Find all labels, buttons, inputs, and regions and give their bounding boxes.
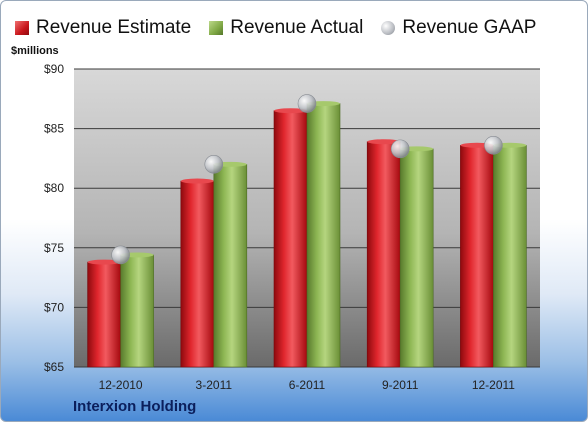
x-tick-label: 12-2010 bbox=[99, 378, 143, 392]
marker-revenue-gaap bbox=[484, 135, 503, 155]
legend-item-estimate: Revenue Estimate bbox=[15, 17, 191, 39]
legend-item-actual: Revenue Actual bbox=[209, 17, 363, 39]
bar-revenue-actual bbox=[120, 254, 154, 368]
bar-revenue-estimate bbox=[366, 141, 401, 368]
marker-revenue-gaap bbox=[111, 245, 130, 265]
bar-revenue-estimate bbox=[87, 261, 121, 368]
legend: Revenue Estimate Revenue Actual Revenue … bbox=[15, 17, 554, 39]
x-tick-label: 6-2011 bbox=[289, 378, 326, 392]
bar-revenue-estimate-cap bbox=[87, 259, 121, 265]
bar-revenue-actual bbox=[213, 164, 248, 368]
marker-revenue-gaap bbox=[390, 139, 410, 159]
bar-revenue-estimate-cap bbox=[274, 108, 307, 114]
y-tick-label: $65 bbox=[44, 360, 64, 374]
bar-revenue-estimate-cap bbox=[180, 178, 214, 184]
legend-label-gaap: Revenue GAAP bbox=[402, 17, 537, 38]
legend-item-gaap: Revenue GAAP bbox=[381, 17, 536, 39]
legend-swatch-actual bbox=[209, 21, 224, 35]
legend-swatch-gaap bbox=[381, 21, 396, 35]
bar-revenue-estimate-cap bbox=[367, 139, 401, 145]
y-tick-label: $70 bbox=[44, 300, 64, 314]
bar-revenue-estimate bbox=[273, 110, 308, 368]
bar-revenue-actual bbox=[306, 103, 341, 368]
bar-revenue-actual bbox=[399, 148, 434, 368]
legend-swatch-estimate bbox=[15, 21, 29, 35]
marker-revenue-gaap bbox=[204, 155, 224, 174]
y-tick-label: $90 bbox=[44, 62, 64, 76]
legend-label-actual: Revenue Actual bbox=[230, 17, 364, 38]
bar-revenue-actual bbox=[493, 144, 527, 368]
y-tick-label: $75 bbox=[44, 241, 64, 255]
y-axis-unit-label: $millions bbox=[11, 45, 59, 57]
x-tick-label: 12-2011 bbox=[472, 378, 515, 392]
x-tick-label: 3-2011 bbox=[196, 378, 233, 392]
bar-revenue-estimate bbox=[460, 144, 494, 368]
y-tick-label: $80 bbox=[44, 181, 64, 195]
company-name: Interxion Holding bbox=[73, 398, 197, 415]
marker-revenue-gaap bbox=[297, 94, 317, 113]
x-tick-label: 9-2011 bbox=[382, 378, 419, 392]
y-tick-label: $85 bbox=[44, 122, 64, 136]
bar-revenue-estimate bbox=[180, 180, 215, 368]
legend-label-estimate: Revenue Estimate bbox=[36, 17, 192, 38]
